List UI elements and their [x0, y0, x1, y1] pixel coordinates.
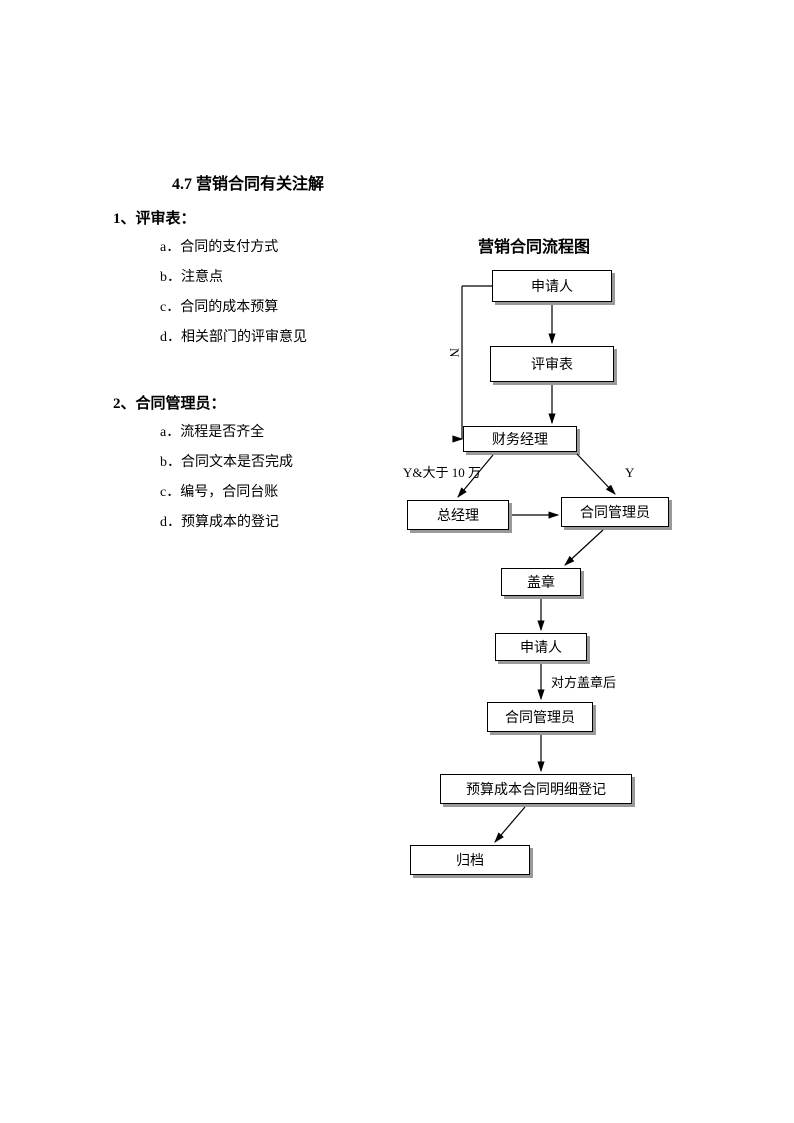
- page-title: 4.7 营销合同有关注解: [172, 170, 324, 194]
- flow-node-contract-admin-2: 合同管理员: [487, 702, 593, 732]
- section-1-header: 1、评审表：: [113, 207, 196, 228]
- flow-node-stamp: 盖章: [501, 568, 581, 596]
- section-1-item-c: c．合同的成本预算: [160, 296, 278, 316]
- section-1-item-b: b．注意点: [160, 266, 223, 286]
- section-2-item-b: b．合同文本是否完成: [160, 451, 293, 471]
- flow-node-finance-manager: 财务经理: [463, 426, 577, 452]
- section-2-item-a: a．流程是否齐全: [160, 421, 264, 441]
- section-1-item-d: d．相关部门的评审意见: [160, 326, 307, 346]
- edge-label-n: N: [446, 348, 462, 357]
- section-2-item-d: d．预算成本的登记: [160, 511, 279, 531]
- flow-node-general-manager: 总经理: [407, 500, 509, 530]
- flowchart-title: 营销合同流程图: [478, 233, 590, 257]
- flowchart-arrows: [0, 0, 794, 1123]
- flow-node-archive: 归档: [410, 845, 530, 875]
- edge-label-gt10w: Y&大于 10 万: [403, 462, 481, 481]
- flow-node-budget-register: 预算成本合同明细登记: [440, 774, 632, 804]
- section-2-item-c: c．编号，合同台账: [160, 481, 278, 501]
- section-1-item-a: a．合同的支付方式: [160, 236, 278, 256]
- flow-node-review-form: 评审表: [490, 346, 614, 382]
- flow-node-contract-admin-1: 合同管理员: [561, 497, 669, 527]
- flow-node-applicant-1: 申请人: [492, 270, 612, 302]
- flow-node-applicant-2: 申请人: [495, 633, 587, 661]
- edge-label-y: Y: [625, 465, 634, 481]
- section-2-header: 2、合同管理员：: [113, 392, 226, 413]
- edge-label-after-stamp: 对方盖章后: [551, 672, 616, 691]
